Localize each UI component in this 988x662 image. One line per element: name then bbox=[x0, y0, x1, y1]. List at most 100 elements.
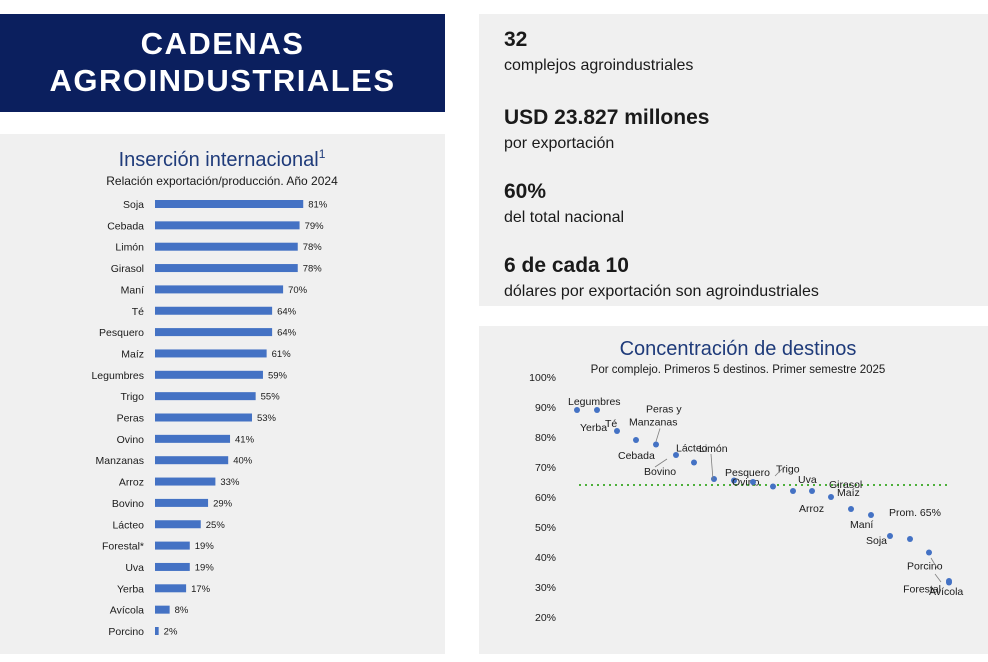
data-label: 2% bbox=[164, 627, 178, 638]
leader-line bbox=[655, 428, 661, 442]
data-label: 41% bbox=[235, 434, 255, 445]
category-label: Legumbres bbox=[91, 370, 144, 382]
point-label: Yerba bbox=[580, 422, 607, 434]
page-title-line2: AGROINDUSTRIALES bbox=[49, 63, 396, 98]
category-label: Maíz bbox=[121, 348, 144, 360]
data-label: 29% bbox=[213, 498, 233, 509]
data-label: 61% bbox=[272, 349, 292, 360]
data-point bbox=[653, 441, 659, 448]
point-label: Uva bbox=[798, 474, 817, 486]
category-label: Porcino bbox=[108, 626, 144, 638]
data-label: 81% bbox=[308, 200, 328, 211]
data-point bbox=[711, 476, 717, 482]
data-point bbox=[673, 452, 679, 458]
category-label: Girasol bbox=[111, 263, 144, 275]
bar bbox=[155, 456, 229, 465]
destinos-scatter-chart: Concentración de destinos Por complejo. P… bbox=[529, 338, 963, 624]
data-label: 59% bbox=[268, 370, 288, 381]
point-label: Té bbox=[605, 418, 617, 430]
bar bbox=[155, 605, 170, 614]
category-label: Limón bbox=[115, 242, 144, 254]
category-label: Uva bbox=[125, 562, 144, 574]
chart-title: Inserción internacional1 bbox=[119, 147, 326, 171]
chart-subtitle: Relación exportación/producción. Año 202… bbox=[106, 174, 338, 188]
stat-value: 6 de cada 10 bbox=[504, 254, 629, 277]
point-label: Lácteo bbox=[676, 443, 708, 455]
inserción-bar-chart: Inserción internacional1 Relación exporta… bbox=[91, 147, 338, 638]
bar bbox=[155, 520, 201, 529]
data-point bbox=[731, 477, 737, 484]
data-label: 40% bbox=[233, 456, 253, 467]
bar bbox=[155, 541, 190, 550]
point-label: Maíz bbox=[837, 487, 860, 499]
bar bbox=[155, 434, 231, 443]
category-label: Maní bbox=[121, 284, 144, 296]
category-label: Trigo bbox=[120, 391, 144, 403]
y-tick-label: 100% bbox=[529, 372, 556, 384]
point-label: Porcino bbox=[907, 561, 943, 573]
data-label: 17% bbox=[191, 584, 211, 595]
point-label: Avícola bbox=[929, 586, 963, 598]
bar bbox=[155, 242, 298, 251]
leader-line bbox=[654, 458, 668, 468]
stat-value: 32 bbox=[504, 28, 528, 51]
data-label: 55% bbox=[261, 392, 281, 403]
data-point bbox=[868, 512, 874, 518]
point-label: Cebada bbox=[618, 450, 655, 462]
bar bbox=[155, 627, 159, 635]
category-label: Té bbox=[132, 306, 144, 318]
bar bbox=[155, 349, 267, 358]
bar bbox=[155, 562, 190, 571]
stat-share: 60% del total nacional bbox=[504, 180, 624, 229]
data-label: 70% bbox=[288, 285, 308, 296]
category-label: Lácteo bbox=[112, 519, 144, 531]
bar bbox=[155, 370, 263, 379]
stat-label: complejos agroindustriales bbox=[504, 57, 694, 74]
data-point bbox=[907, 536, 913, 542]
point-label: Forestal bbox=[903, 584, 941, 596]
data-point bbox=[848, 506, 854, 512]
chart-title-superscript: 1 bbox=[319, 147, 326, 161]
data-point bbox=[691, 459, 697, 466]
y-tick-label: 60% bbox=[535, 492, 556, 504]
page-title: CADENAS AGROINDUSTRIALES bbox=[0, 14, 445, 112]
leader-line bbox=[710, 453, 714, 481]
data-point bbox=[614, 428, 620, 434]
bar bbox=[155, 584, 187, 593]
chart-title: Concentración de destinos bbox=[620, 338, 857, 360]
point-label: Soja bbox=[866, 535, 887, 547]
category-label: Ovino bbox=[117, 434, 145, 446]
bar bbox=[155, 328, 273, 337]
point-label: Maní bbox=[850, 519, 873, 531]
bar bbox=[155, 392, 256, 401]
point-label: Legumbres bbox=[568, 396, 621, 408]
y-tick-label: 40% bbox=[535, 552, 556, 564]
data-point bbox=[887, 533, 893, 539]
data-label: 53% bbox=[257, 413, 277, 424]
stat-label: dólares por exportación son agroindustri… bbox=[504, 283, 819, 300]
y-tick-label: 30% bbox=[535, 582, 556, 594]
bar bbox=[155, 413, 252, 422]
data-label: 64% bbox=[277, 328, 297, 339]
bar bbox=[155, 221, 300, 230]
category-label: Avícola bbox=[110, 605, 144, 617]
stat-label: por exportación bbox=[504, 135, 615, 152]
data-point bbox=[574, 407, 580, 413]
y-tick-label: 50% bbox=[535, 522, 556, 534]
data-label: 25% bbox=[206, 520, 226, 531]
point-label: Girasol bbox=[829, 479, 862, 491]
leader-line bbox=[930, 557, 938, 569]
data-label: 78% bbox=[303, 242, 323, 253]
category-label: Yerba bbox=[117, 583, 144, 595]
stat-dollars: 6 de cada 10 dólares por exportación son… bbox=[504, 254, 819, 303]
data-label: 64% bbox=[277, 306, 297, 317]
stat-value: USD 23.827 millones bbox=[504, 106, 710, 129]
category-label: Peras bbox=[117, 413, 144, 425]
category-label: Bovino bbox=[112, 498, 144, 510]
point-label: Bovino bbox=[644, 466, 676, 478]
y-tick-label: 20% bbox=[535, 612, 556, 624]
leader-line bbox=[934, 573, 942, 583]
data-point bbox=[828, 494, 834, 500]
bar bbox=[155, 306, 273, 315]
data-point bbox=[770, 483, 776, 490]
